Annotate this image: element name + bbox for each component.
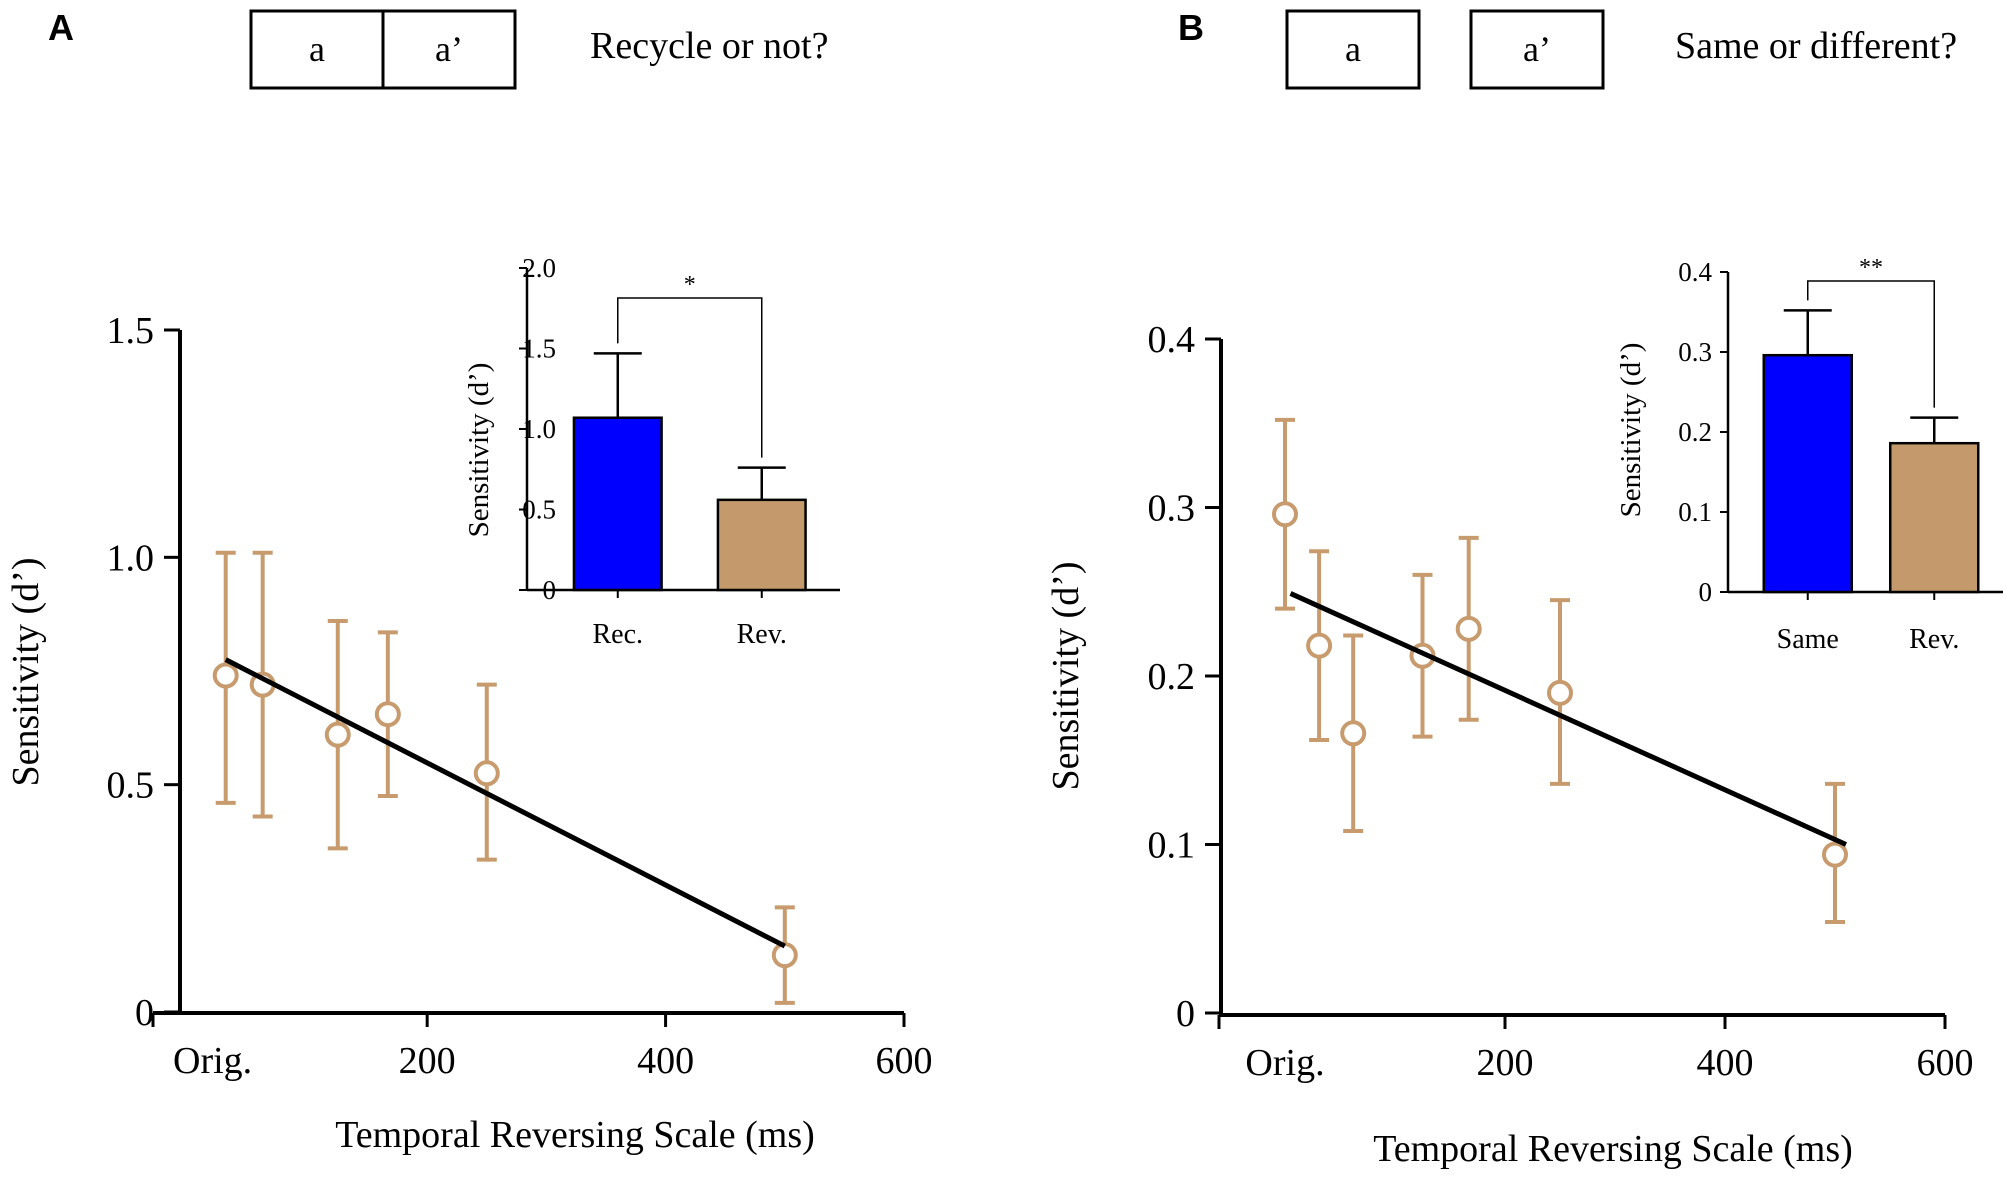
panel-a-y-tick-label: 0.5 — [107, 765, 155, 807]
panel-a-inset-category-label: Rev. — [737, 619, 787, 650]
panel-a-y-tick-label: 0 — [135, 992, 154, 1034]
panel-a-inset-y-tick-label: 0.5 — [522, 495, 556, 525]
panel-a-data-point — [324, 721, 351, 748]
panel-a-y-tick-label: 1.0 — [107, 537, 155, 579]
panel-a-stimulus-box-label: a’ — [435, 29, 463, 69]
panel-a-inset-y-axis-label: Sensitivity (d’) — [463, 363, 495, 538]
panel-b-inset-significance-bracket — [1807, 280, 1935, 408]
panel-a-inset-y-tick-label: 0 — [543, 575, 557, 605]
panel-b-stimulus-box — [1285, 9, 1421, 90]
panel-a-data-point — [771, 942, 798, 969]
panel-b-data-point — [1822, 841, 1848, 868]
panel-a-x-axis-label: Temporal Reversing Scale (ms) — [335, 1114, 815, 1156]
panel-b-inset-y-tick-label: 0.3 — [1678, 337, 1712, 367]
panel-b-inset-bar — [1889, 441, 1980, 594]
panel-b-inset-y-tick-label: 0.2 — [1678, 417, 1712, 447]
panel-a-data-point — [473, 760, 500, 787]
panel-b-x-tick-label: 600 — [1917, 1042, 1974, 1084]
panel-b-y-axis-label: Sensitivity (d’) — [1045, 561, 1087, 790]
panel-a-label: A — [48, 7, 74, 48]
panel-a-stimulus-box-label: a — [309, 29, 325, 69]
panel-b-x-tick-label: Orig. — [1245, 1042, 1324, 1084]
panel-b-inset-y-tick-label: 0 — [1699, 577, 1713, 607]
panel-b-inset-y-tick-label: 0.4 — [1678, 257, 1712, 287]
panel-b-inset-category-label: Same — [1777, 624, 1839, 655]
panel-b-x-tick-label: 400 — [1697, 1042, 1754, 1084]
panel-b-y-tick-label: 0.2 — [1148, 656, 1196, 698]
panel-a-inset-bar — [716, 498, 807, 592]
panel-a-data-point — [374, 701, 401, 728]
panel-b-y-tick-label: 0.4 — [1148, 319, 1196, 361]
panel-a-inset-significance-bracket — [617, 297, 763, 458]
panel-b-regression-line — [1289, 591, 1848, 847]
panel-a-inset-y-tick-label: 1.0 — [522, 414, 556, 444]
panel-b-stimulus-box-label: a — [1345, 29, 1361, 69]
panel-b-y-tick-label: 0.3 — [1148, 488, 1196, 530]
panel-a-y-axis-label: Sensitivity (d’) — [5, 557, 47, 786]
panel-b-stimulus-box — [1469, 9, 1605, 90]
panel-a-regression-line — [224, 657, 786, 949]
panel-b-inset-bar — [1762, 353, 1853, 594]
panel-b-data-point — [1272, 501, 1298, 528]
panel-a-inset-y-tick-label: 1.5 — [522, 334, 556, 364]
panel-a-task-question: Recycle or not? — [590, 25, 828, 67]
panel-a-inset-y-tick-label: 2.0 — [522, 253, 556, 283]
panel-b-x-axis-label: Temporal Reversing Scale (ms) — [1373, 1128, 1853, 1170]
panel-b-inset-y-tick-label: 0.1 — [1678, 497, 1712, 527]
panel-b-data-point — [1340, 720, 1367, 747]
panel-b-y-tick-label: 0 — [1176, 993, 1195, 1035]
panel-b-data-point — [1547, 679, 1573, 706]
panel-b-label: B — [1178, 7, 1204, 48]
panel-a-y-tick-label: 1.5 — [107, 310, 155, 352]
panel-a-stimulus-box — [381, 9, 517, 90]
panel-a-x-tick-label: 200 — [399, 1040, 456, 1082]
panel-a-inset-bar — [572, 416, 663, 592]
panel-b-data-point — [1306, 632, 1333, 659]
panel-b-task-question: Same or different? — [1675, 25, 1957, 67]
panel-a-x-tick-label: Orig. — [173, 1040, 252, 1082]
panel-a-x-tick-label: 600 — [876, 1040, 933, 1082]
panel-b-data-point — [1455, 615, 1482, 642]
panel-a-inset-significance-marker: * — [684, 272, 696, 298]
panel-a-data-point — [212, 662, 239, 689]
panel-b-inset-significance-marker: ** — [1859, 255, 1883, 281]
panel-b-y-tick-label: 0.1 — [1148, 825, 1196, 867]
panel-a-x-tick-label: 400 — [637, 1040, 694, 1082]
panel-b-stimulus-box-label: a’ — [1523, 29, 1551, 69]
panel-b-x-tick-label: 200 — [1477, 1042, 1534, 1084]
panel-b-inset-y-axis-label: Sensitivity (d’) — [1615, 343, 1647, 518]
panel-b-inset-category-label: Rev. — [1909, 624, 1959, 655]
panel-a-inset-category-label: Rec. — [593, 619, 644, 650]
